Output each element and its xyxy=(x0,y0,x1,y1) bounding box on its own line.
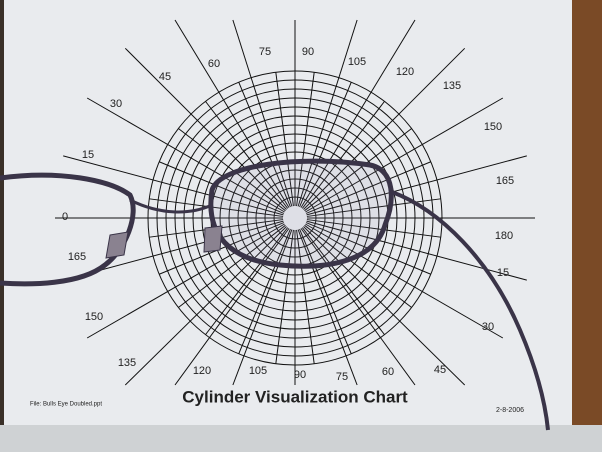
angle-label: 135 xyxy=(443,80,461,92)
angle-label: 15 xyxy=(497,267,509,279)
date: 2-8-2006 xyxy=(496,407,524,414)
photo: 7590105120135150165180153045607590105120… xyxy=(0,0,602,452)
angle-label: 90 xyxy=(294,369,306,381)
angle-label: 135 xyxy=(118,357,136,369)
angle-label: 105 xyxy=(249,365,267,377)
angle-label: 30 xyxy=(110,98,122,110)
angle-label: 150 xyxy=(85,311,103,323)
angle-label: 180 xyxy=(495,230,513,242)
desk xyxy=(0,425,602,452)
angle-label: 120 xyxy=(193,365,211,377)
angle-label: 165 xyxy=(496,175,514,187)
angle-label: 165 xyxy=(68,251,86,263)
angle-label: 0 xyxy=(62,211,68,223)
angle-label: 150 xyxy=(484,121,502,133)
angle-label: 90 xyxy=(302,46,314,58)
angle-label: 105 xyxy=(348,56,366,68)
angle-label: 75 xyxy=(336,371,348,383)
angle-label: 60 xyxy=(208,58,220,70)
lens-frame xyxy=(211,161,391,266)
angle-label: 75 xyxy=(259,46,271,58)
angle-label: 15 xyxy=(82,149,94,161)
angle-label: 45 xyxy=(434,364,446,376)
file-label: File: Bulls Eye Doubled.ppt xyxy=(30,402,102,408)
angle-label: 30 xyxy=(482,321,494,333)
angle-label: 120 xyxy=(396,66,414,78)
angle-label: 60 xyxy=(382,366,394,378)
angle-label: 45 xyxy=(159,71,171,83)
nose-pad xyxy=(204,226,222,252)
chart-title: Cylinder Visualization Chart xyxy=(182,387,408,406)
wood-edge xyxy=(570,0,602,452)
